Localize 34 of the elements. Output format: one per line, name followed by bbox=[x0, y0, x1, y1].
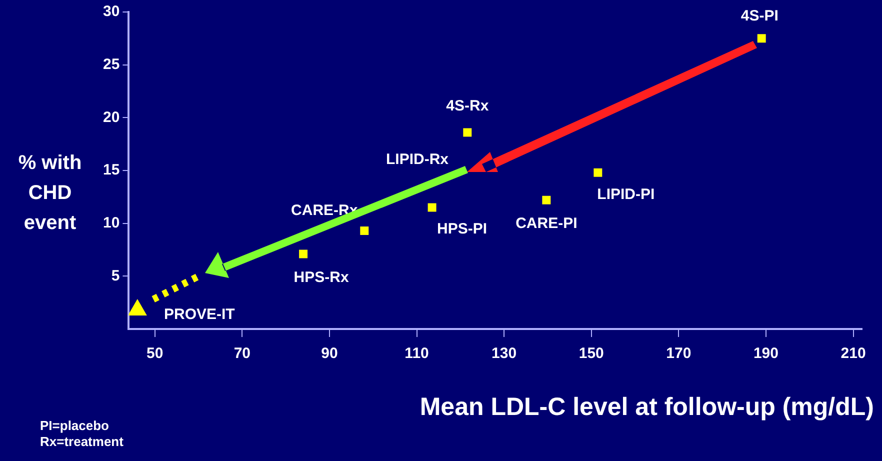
point bbox=[757, 34, 766, 43]
annotation: LIPID-Rx bbox=[386, 151, 449, 168]
x-tick-label: 90 bbox=[321, 345, 338, 362]
x-tick-label: 210 bbox=[840, 345, 866, 362]
annotation: HPS-Rx bbox=[294, 269, 350, 286]
x-tick-label: 110 bbox=[404, 345, 429, 362]
point bbox=[594, 168, 602, 177]
annotation: CARE-PI bbox=[516, 215, 578, 232]
y-tick-label: 30 bbox=[102, 3, 120, 20]
x-tick-label: 70 bbox=[234, 345, 251, 362]
x-tick-label: 50 bbox=[146, 345, 164, 362]
annotation: 4S-Rx bbox=[446, 98, 490, 115]
annotation: HPS-PI bbox=[437, 220, 488, 238]
x-tick-label: 190 bbox=[753, 345, 778, 362]
y-axis-title: % with CHD event bbox=[17, 151, 83, 236]
point bbox=[360, 226, 369, 235]
y-tick-label: 15 bbox=[102, 162, 120, 179]
x-tick-label: 170 bbox=[666, 345, 692, 362]
x-tick-label: 150 bbox=[578, 345, 604, 362]
text: Rx=treatment bbox=[40, 434, 124, 450]
x-tick-label: 130 bbox=[492, 345, 517, 362]
point bbox=[299, 250, 308, 258]
y-tick-label: 5 bbox=[111, 267, 120, 284]
y-tick-label: 10 bbox=[102, 214, 120, 232]
text: PI=placebo bbox=[40, 418, 110, 434]
point bbox=[542, 196, 551, 204]
annotation: LIPID-PI bbox=[597, 186, 655, 203]
point bbox=[428, 203, 436, 212]
y-tick-label: 20 bbox=[102, 108, 120, 126]
x-axis-title: Mean LDL-C level at follow-up (mg/dL) bbox=[420, 393, 874, 422]
y-tick-label: 25 bbox=[102, 56, 120, 73]
annotation: PROVE-IT bbox=[164, 306, 235, 324]
point bbox=[463, 128, 472, 137]
annotation: 4S-PI bbox=[740, 8, 778, 25]
